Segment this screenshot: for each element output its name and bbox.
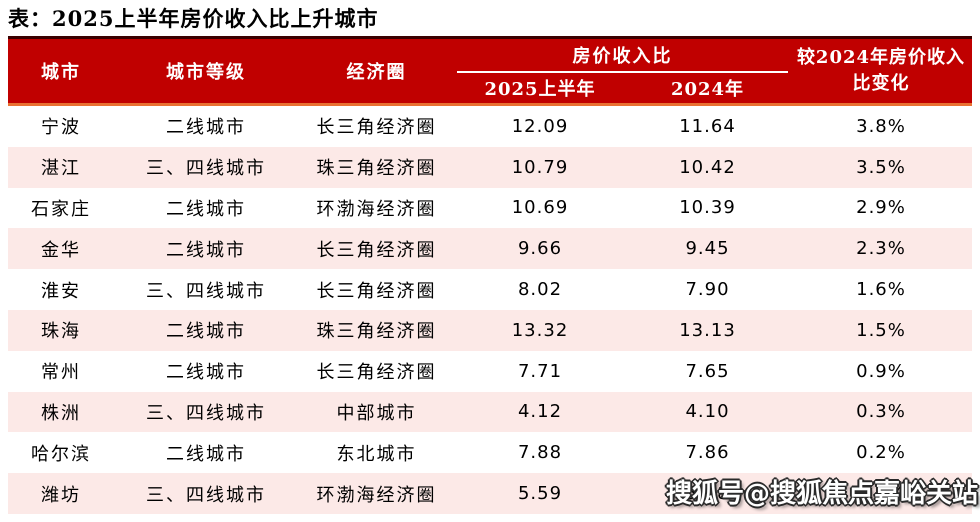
- col-header-region: 经济圈: [346, 62, 407, 83]
- cell-city: 常州: [41, 362, 81, 384]
- table-row: 淮安 三、四线城市 长三角经济圈 8.02 7.90 1.6%: [8, 269, 972, 310]
- cell-city: 珠海: [41, 321, 81, 343]
- table-row: 常州 二线城市 长三角经济圈 7.71 7.65 0.9%: [8, 350, 972, 392]
- cell-city: 淮安: [41, 280, 81, 302]
- page-title: 表：2025上半年房价收入比上升城市: [8, 6, 379, 31]
- table-row: 珠海 二线城市 珠三角经济圈 13.32 13.13 1.5%: [8, 309, 972, 351]
- table-body: 宁波 二线城市 长三角经济圈 12.09 11.64 3.8% 湛江 三、四线城…: [8, 106, 972, 514]
- cell-tier: 二线城市: [166, 443, 246, 465]
- cell-change: 1.5%: [856, 319, 906, 341]
- table-row: 湛江 三、四线城市 珠三角经济圈 10.79 10.42 3.5%: [8, 146, 972, 188]
- cell-city: 金华: [41, 239, 81, 261]
- table-row: 石家庄 二线城市 环渤海经济圈 10.69 10.39 2.9%: [8, 187, 972, 229]
- table-row: 哈尔滨 二线城市 东北城市 7.88 7.86 0.2%: [8, 432, 972, 474]
- cell-region: 长三角经济圈: [316, 239, 437, 261]
- cell-region: 长三角经济圈: [316, 117, 437, 139]
- cell-region: 东北城市: [336, 443, 417, 465]
- cell-2024: 13.13: [679, 319, 736, 341]
- col-header-tier: 城市等级: [166, 62, 246, 83]
- cell-region: 长三角经济圈: [316, 280, 437, 302]
- cell-2025h1: 13.32: [511, 319, 569, 341]
- cell-2024: 7.90: [685, 279, 730, 301]
- cell-2025h1: 4.12: [517, 401, 563, 423]
- table-row: 潍坊 三、四线城市 环渤海经济圈 5.59 5.58 0.2%: [8, 473, 972, 514]
- table-row: 金华 二线城市 长三角经济圈 9.66 9.45 2.3%: [8, 228, 972, 270]
- cell-2024: 7.65: [685, 360, 730, 382]
- cell-tier: 三、四线城市: [146, 402, 266, 424]
- col-header-city: 城市: [41, 62, 81, 83]
- col-header-change-line1: 较2024年房价收入: [796, 46, 966, 68]
- cell-city: 湛江: [41, 158, 81, 180]
- header-bottom-divider: [8, 103, 972, 106]
- cell-tier: 二线城市: [166, 117, 246, 139]
- cell-2024: 9.45: [685, 238, 730, 260]
- cell-2024: 5.58: [685, 483, 730, 505]
- cell-2025h1: 12.09: [511, 115, 569, 137]
- cell-region: 珠三角经济圈: [316, 321, 437, 343]
- cell-change: 1.6%: [856, 279, 906, 301]
- watermark: 搜狐号@搜狐焦点嘉峪关站: [665, 479, 978, 509]
- cell-tier: 二线城市: [166, 362, 246, 384]
- table-header: 城市 城市等级 经济圈 房价收入比 2025上半年 2024年 较2024年房价…: [8, 39, 972, 103]
- group-divider-line: [457, 71, 788, 73]
- cell-change: 2.9%: [856, 197, 906, 219]
- cell-change: 0.2%: [856, 483, 906, 505]
- cell-2025h1: 10.79: [511, 156, 569, 178]
- table-top-border: [8, 36, 972, 39]
- price-income-table: 城市 城市等级 经济圈 房价收入比 2025上半年 2024年 较2024年房价…: [8, 36, 972, 514]
- cell-change: 0.9%: [856, 360, 906, 382]
- cell-2024: 10.39: [679, 197, 736, 219]
- cell-tier: 三、四线城市: [146, 484, 266, 506]
- table-row: 宁波 二线城市 长三角经济圈 12.09 11.64 3.8%: [8, 106, 972, 147]
- cell-2025h1: 9.66: [517, 238, 563, 260]
- col-header-change: 较2024年房价收入 比变化: [790, 39, 972, 103]
- cell-change: 2.3%: [856, 238, 906, 260]
- cell-change: 0.2%: [856, 442, 906, 464]
- cell-change: 3.8%: [856, 115, 906, 137]
- cell-tier: 三、四线城市: [146, 280, 266, 302]
- cell-2024: 4.10: [685, 401, 730, 423]
- cell-region: 珠三角经济圈: [316, 158, 437, 180]
- sub-header-row: 2025上半年 2024年: [455, 73, 790, 103]
- cell-change: 3.5%: [856, 156, 906, 178]
- cell-city: 哈尔滨: [31, 443, 91, 465]
- cell-tier: 三、四线城市: [146, 158, 266, 180]
- cell-tier: 二线城市: [166, 239, 246, 261]
- cell-2024: 11.64: [679, 115, 736, 137]
- cell-city: 株洲: [41, 402, 81, 424]
- cell-region: 长三角经济圈: [316, 362, 437, 384]
- table-row: 株洲 三、四线城市 中部城市 4.12 4.10 0.3%: [8, 391, 972, 433]
- cell-2025h1: 7.71: [517, 360, 563, 382]
- cell-city: 潍坊: [41, 484, 81, 506]
- col-header-change-line2: 比变化: [852, 73, 910, 94]
- cell-change: 0.3%: [856, 401, 906, 423]
- cell-2025h1: 8.02: [517, 279, 563, 301]
- cell-region: 环渤海经济圈: [316, 484, 437, 506]
- cell-city: 石家庄: [31, 198, 91, 220]
- cell-tier: 二线城市: [166, 198, 246, 220]
- cell-city: 宁波: [41, 117, 81, 139]
- col-group-label: 房价收入比: [572, 46, 673, 67]
- col-header-2025h1: 2025上半年: [484, 79, 596, 100]
- cell-2025h1: 7.88: [517, 442, 563, 464]
- cell-2024: 7.86: [685, 442, 730, 464]
- cell-2025h1: 10.69: [511, 197, 569, 219]
- cell-tier: 二线城市: [166, 321, 246, 343]
- cell-region: 环渤海经济圈: [316, 198, 437, 220]
- cell-region: 中部城市: [336, 402, 417, 424]
- cell-2024: 10.42: [679, 156, 736, 178]
- col-header-2024: 2024年: [670, 79, 745, 100]
- cell-2025h1: 5.59: [517, 483, 563, 505]
- col-group-price-income-ratio: 房价收入比 2025上半年 2024年: [455, 39, 790, 103]
